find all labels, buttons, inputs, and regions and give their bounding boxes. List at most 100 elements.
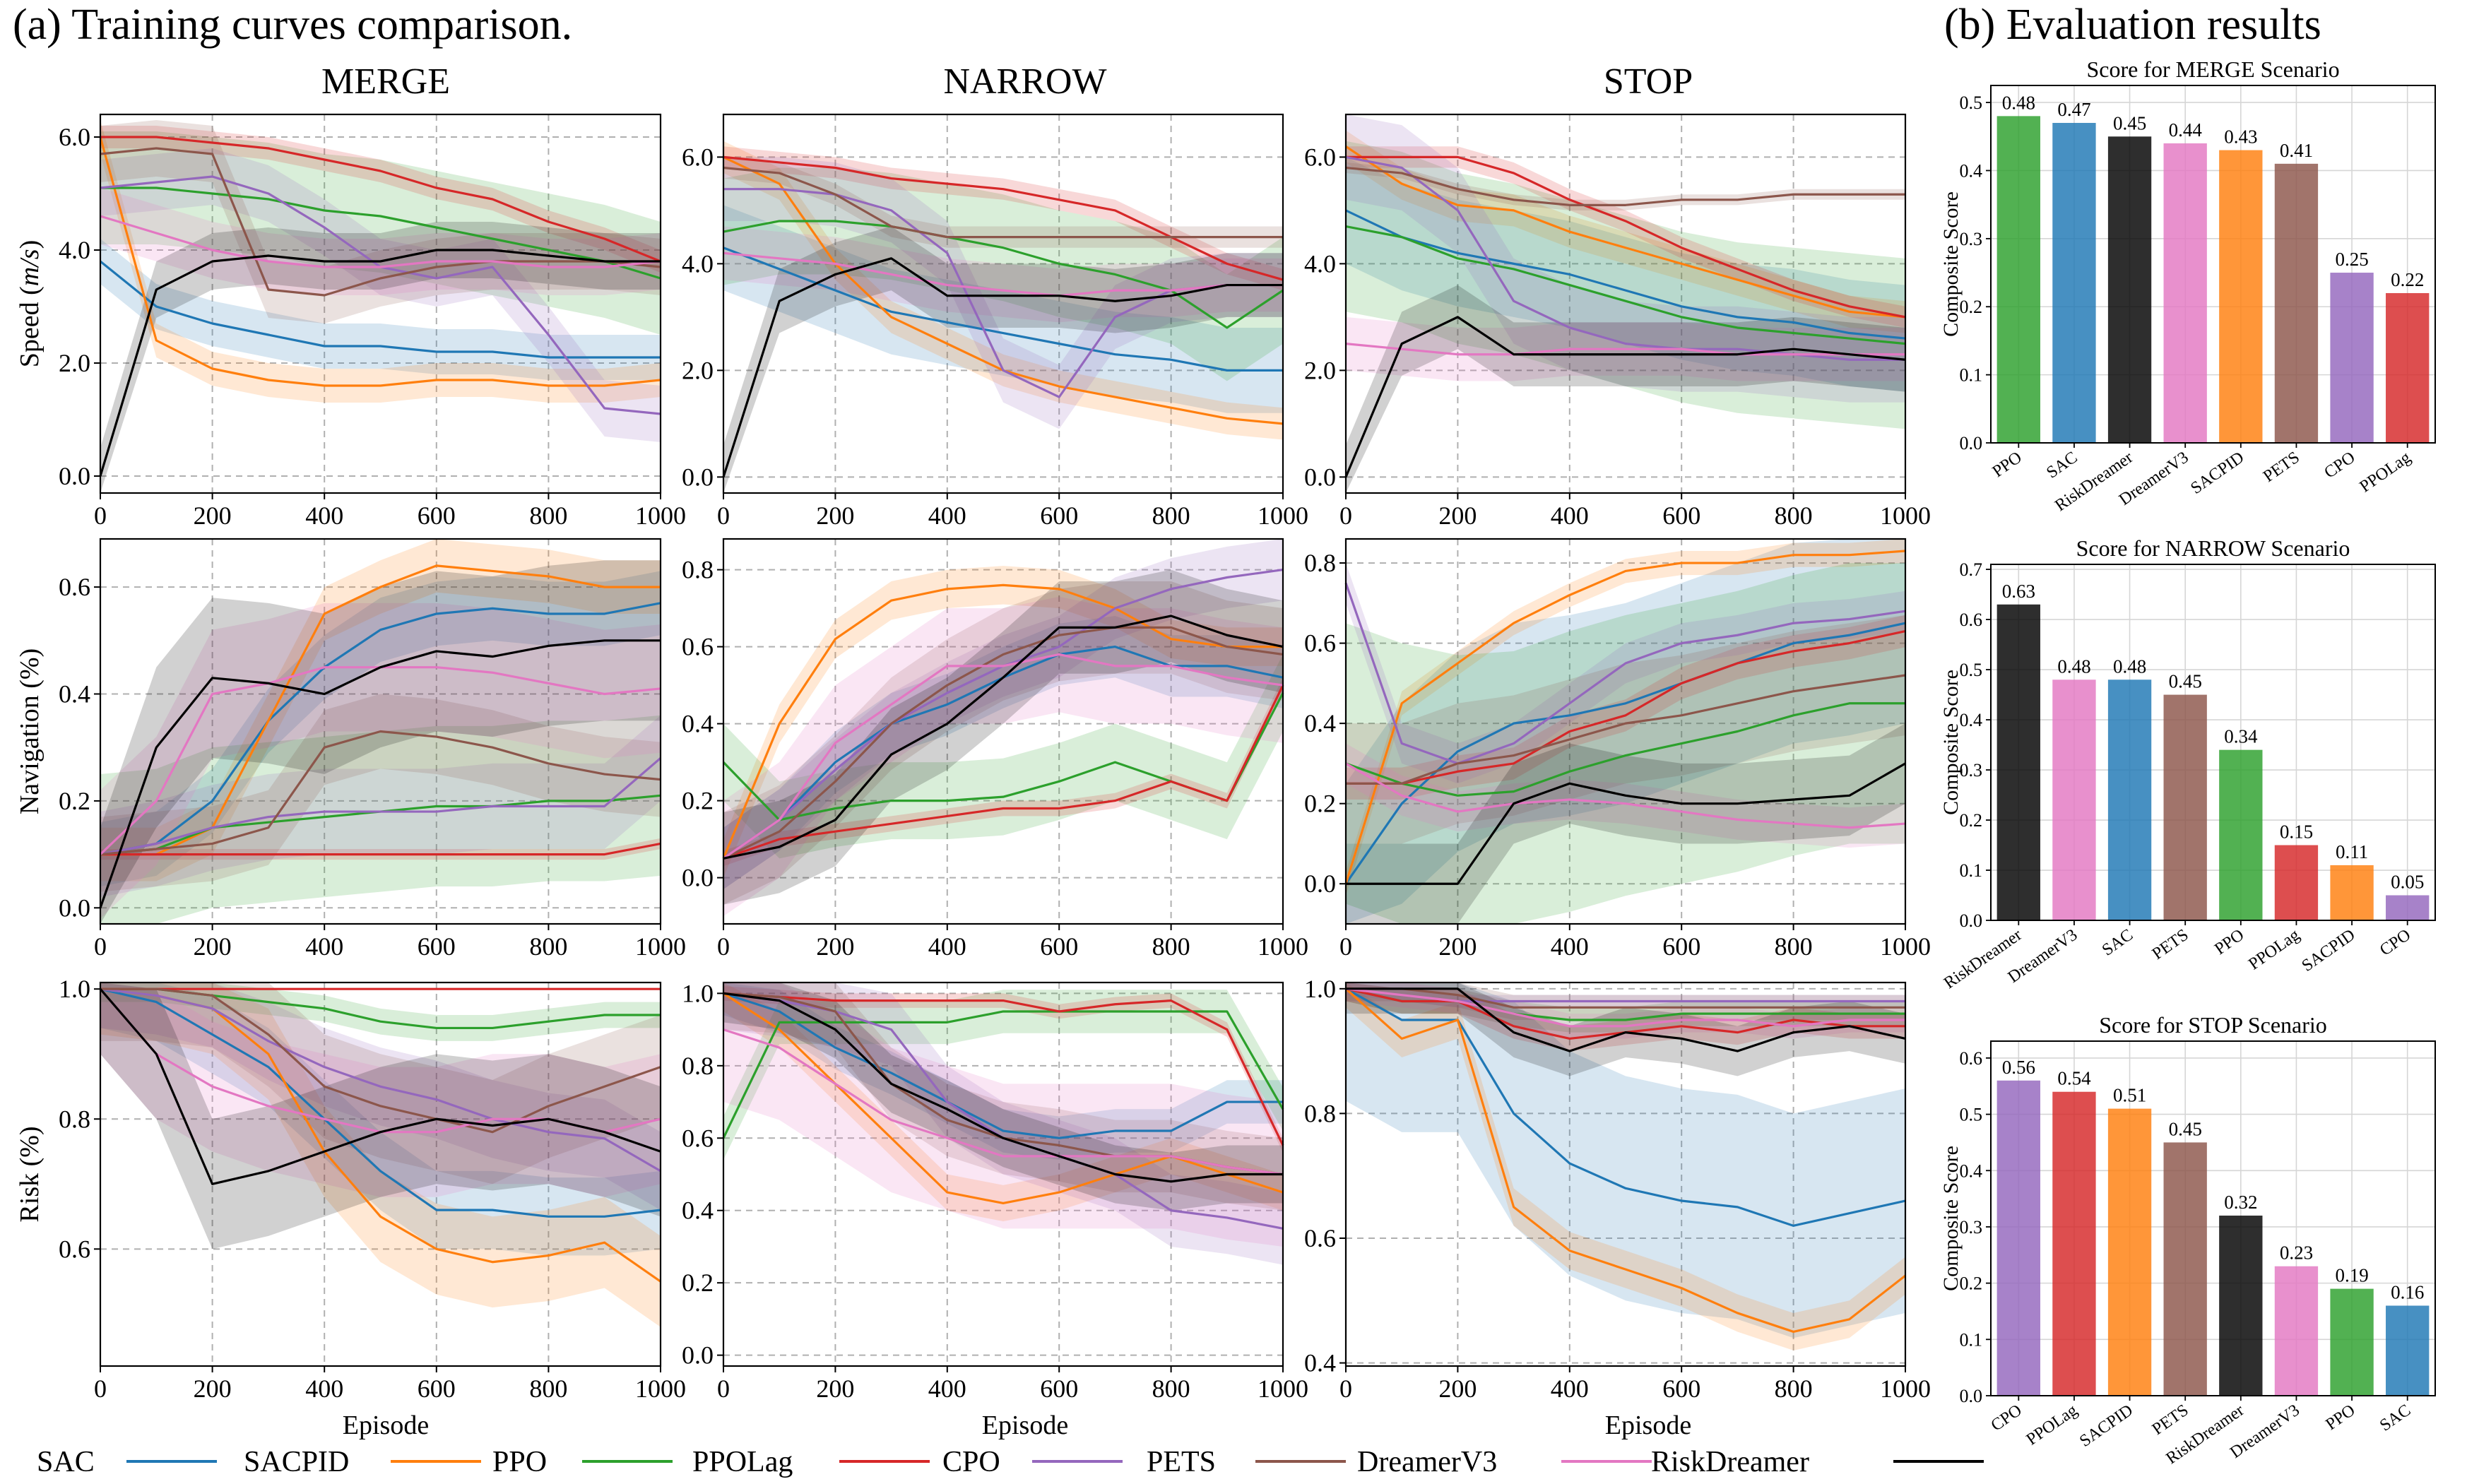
x-tick-label: 600	[1662, 932, 1700, 961]
x-tick-label: SACPID	[2299, 926, 2359, 975]
x-tick-label: CPO	[2377, 926, 2414, 960]
bar-dreamerv3	[2274, 1266, 2319, 1396]
x-tick-label: 800	[529, 1375, 567, 1403]
bar-cpo	[2386, 895, 2430, 920]
line-panel-5: 0 200 400 600 800 1000 0.0 0.2 0.4 0.6 0.8	[1304, 538, 1931, 961]
x-tick-label: 800	[529, 501, 567, 530]
x-tick-label: 200	[1438, 932, 1477, 961]
series-line-riskdreamer	[1344, 316, 1906, 477]
x-tick-label: 1000	[635, 932, 686, 961]
series-line-sacpid	[99, 136, 661, 387]
series-line-ppo	[723, 220, 1284, 329]
band-cpo	[723, 983, 1283, 1265]
y-tick-label: 0.1	[1960, 1329, 1983, 1350]
legend: SAC SACPID PPO PPOLag CPO PETS DreamerV3 RiskDr…	[37, 1446, 1984, 1478]
y-axis-label: Composite Score	[1939, 191, 1963, 337]
line-panel-3: 0 200 400 600 800 1000 0.0 0.2 0.4 0.6 Navigation …	[15, 538, 686, 961]
bar-value-label: 0.15	[2280, 821, 2313, 843]
band-sac	[1346, 539, 1905, 924]
series-line-pets	[1346, 987, 1905, 1009]
bar-pets	[2163, 694, 2207, 920]
bar-sac	[2107, 679, 2152, 920]
line-panel-6: 0 200 400 600 800 1000 0.6 0.8 1.0 Risk (%)	[15, 975, 686, 1403]
y-tick-label: 0.2	[59, 787, 90, 815]
x-tick-label: SACPID	[2076, 1401, 2136, 1451]
y-tick-label: 0.4	[1304, 1349, 1336, 1377]
band-ppo	[723, 167, 1283, 381]
title-left: (a) Training curves comparison.	[13, 1, 572, 49]
bar-chart-title: Score for STOP Scenario	[2099, 1012, 2327, 1038]
x-tick-label: PETS	[2149, 1401, 2192, 1439]
y-tick-label: 0.4	[682, 710, 714, 738]
series-line-pets	[100, 730, 661, 856]
x-tick-label: 600	[1040, 932, 1078, 961]
band-riskdreamer	[723, 226, 1283, 493]
series-line-ppolag	[723, 155, 1284, 281]
plot-frame	[99, 538, 662, 925]
bar-pets	[2163, 1142, 2207, 1396]
bar-value-label: 0.48	[2113, 655, 2146, 677]
x-tick-label: 800	[1775, 932, 1813, 961]
plot-frame	[1990, 564, 2436, 921]
legend-label-sacpid: SACPID	[244, 1446, 349, 1478]
bar-value-label: 0.23	[2280, 1242, 2313, 1264]
x-tick-label: 0	[717, 501, 730, 530]
x-tick-label: 200	[1438, 1375, 1477, 1403]
legend-label-dreamerv3: DreamerV3	[1357, 1446, 1497, 1478]
x-tick-label: 400	[305, 932, 343, 961]
band-sacpid	[100, 539, 661, 882]
series-line-ppolag	[1346, 155, 1906, 319]
y-tick-label: 0.2	[1960, 1274, 1983, 1294]
y-tick-label: 0.8	[1304, 1099, 1336, 1127]
bar-value-label: 0.16	[2391, 1282, 2424, 1303]
series-line-sac	[1345, 987, 1906, 1227]
bar-riskdreamer	[2219, 1216, 2263, 1396]
x-tick-label: 200	[194, 1375, 232, 1403]
bar-panel-0: 0.48PPO0.47SAC0.45RiskDreamer0.44Dreamer…	[1939, 57, 2436, 515]
series-line-dreamerv3	[1345, 987, 1905, 1028]
xlabel-episode-narrow: Episode	[982, 1411, 1068, 1440]
y-tick-label: 0.6	[1304, 629, 1336, 658]
x-tick-label: SAC	[2043, 449, 2081, 482]
series-line-sac	[100, 602, 661, 856]
x-tick-label: PPOLag	[2357, 449, 2415, 497]
bar-value-label: 0.45	[2113, 112, 2146, 133]
x-tick-label: 800	[1152, 932, 1190, 961]
y-tick-label: 0.7	[1960, 559, 1983, 580]
bar-value-label: 0.54	[2057, 1068, 2091, 1089]
x-tick-label: 1000	[1258, 501, 1308, 530]
series-line-sacpid	[1344, 550, 1906, 884]
y-tick-label: 0.5	[1960, 660, 1983, 680]
bar-value-label: 0.47	[2057, 99, 2090, 120]
y-tick-label: 0.2	[1304, 790, 1336, 818]
x-tick-label: PPOLag	[2023, 1401, 2081, 1449]
xlabel-episode-stop: Episode	[1605, 1411, 1691, 1440]
y-tick-label: 0.4	[1304, 709, 1336, 737]
y-tick-label: 6.0	[1304, 143, 1336, 171]
series-line-sac	[100, 987, 661, 1218]
x-tick-label: 600	[1040, 1375, 1078, 1403]
band-pets	[100, 694, 661, 892]
y-tick-label: 0.8	[682, 1052, 714, 1080]
band-sacpid	[723, 983, 1283, 1222]
plot-area	[1346, 539, 1905, 924]
bar-chart-title: Score for MERGE Scenario	[2086, 57, 2339, 82]
y-tick-label: 0.6	[682, 1124, 714, 1152]
title-right: (b) Evaluation results	[1944, 1, 2321, 49]
band-pets	[1346, 615, 1905, 844]
series-line-riskdreamer	[722, 257, 1283, 477]
band-pets	[723, 157, 1283, 248]
bar-panel-1: 0.63RiskDreamer0.48DreamerV30.48SAC0.45P…	[1939, 535, 2436, 992]
band-riskdreamer	[1346, 723, 1905, 924]
x-tick-label: 200	[816, 1375, 854, 1403]
bar-pets	[2274, 163, 2319, 444]
legend-label-sac: SAC	[37, 1446, 95, 1478]
band-sac	[1346, 157, 1905, 392]
bar-dreamerv3	[2163, 143, 2207, 443]
x-tick-label: PPOLag	[2245, 926, 2303, 974]
band-ppolag	[100, 126, 661, 273]
band-dreamerv3	[100, 602, 661, 919]
series-line-sac	[1344, 622, 1906, 885]
band-pets	[723, 581, 1283, 905]
x-tick-label: 600	[1662, 501, 1700, 530]
